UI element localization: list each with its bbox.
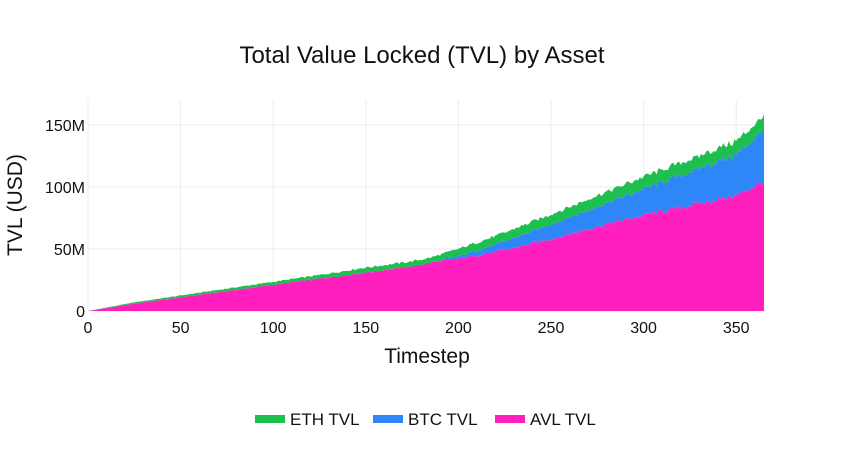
x-tick-label: 150 bbox=[352, 320, 379, 337]
y-tick-label: 0 bbox=[76, 304, 85, 321]
legend-label: BTC TVL bbox=[408, 410, 478, 429]
x-axis-title: Timestep bbox=[384, 345, 470, 368]
x-axis-ticks: 0 50 100 150 200 250 300 350 bbox=[84, 320, 750, 337]
legend: ETH TVL BTC TVL AVL TVL bbox=[255, 410, 596, 429]
chart-title: Total Value Locked (TVL) by Asset bbox=[239, 42, 604, 69]
y-axis-ticks: 0 50M 100M 150M bbox=[45, 118, 85, 321]
legend-label: AVL TVL bbox=[530, 410, 596, 429]
y-tick-label: 150M bbox=[45, 118, 85, 135]
legend-swatch bbox=[255, 415, 285, 423]
legend-label: ETH TVL bbox=[290, 410, 360, 429]
legend-swatch bbox=[373, 415, 403, 423]
plot-areas bbox=[88, 114, 764, 312]
x-tick-label: 250 bbox=[538, 320, 565, 337]
x-tick-label: 350 bbox=[723, 320, 750, 337]
legend-swatch bbox=[495, 415, 525, 423]
x-tick-label: 100 bbox=[260, 320, 287, 337]
area-avl-tvl bbox=[88, 182, 764, 311]
y-axis-title: TVL (USD) bbox=[4, 154, 27, 256]
y-tick-label: 100M bbox=[45, 180, 85, 197]
x-tick-label: 0 bbox=[84, 320, 93, 337]
y-tick-label: 50M bbox=[54, 242, 85, 259]
x-tick-label: 200 bbox=[445, 320, 472, 337]
x-tick-label: 300 bbox=[630, 320, 657, 337]
x-tick-label: 50 bbox=[172, 320, 190, 337]
